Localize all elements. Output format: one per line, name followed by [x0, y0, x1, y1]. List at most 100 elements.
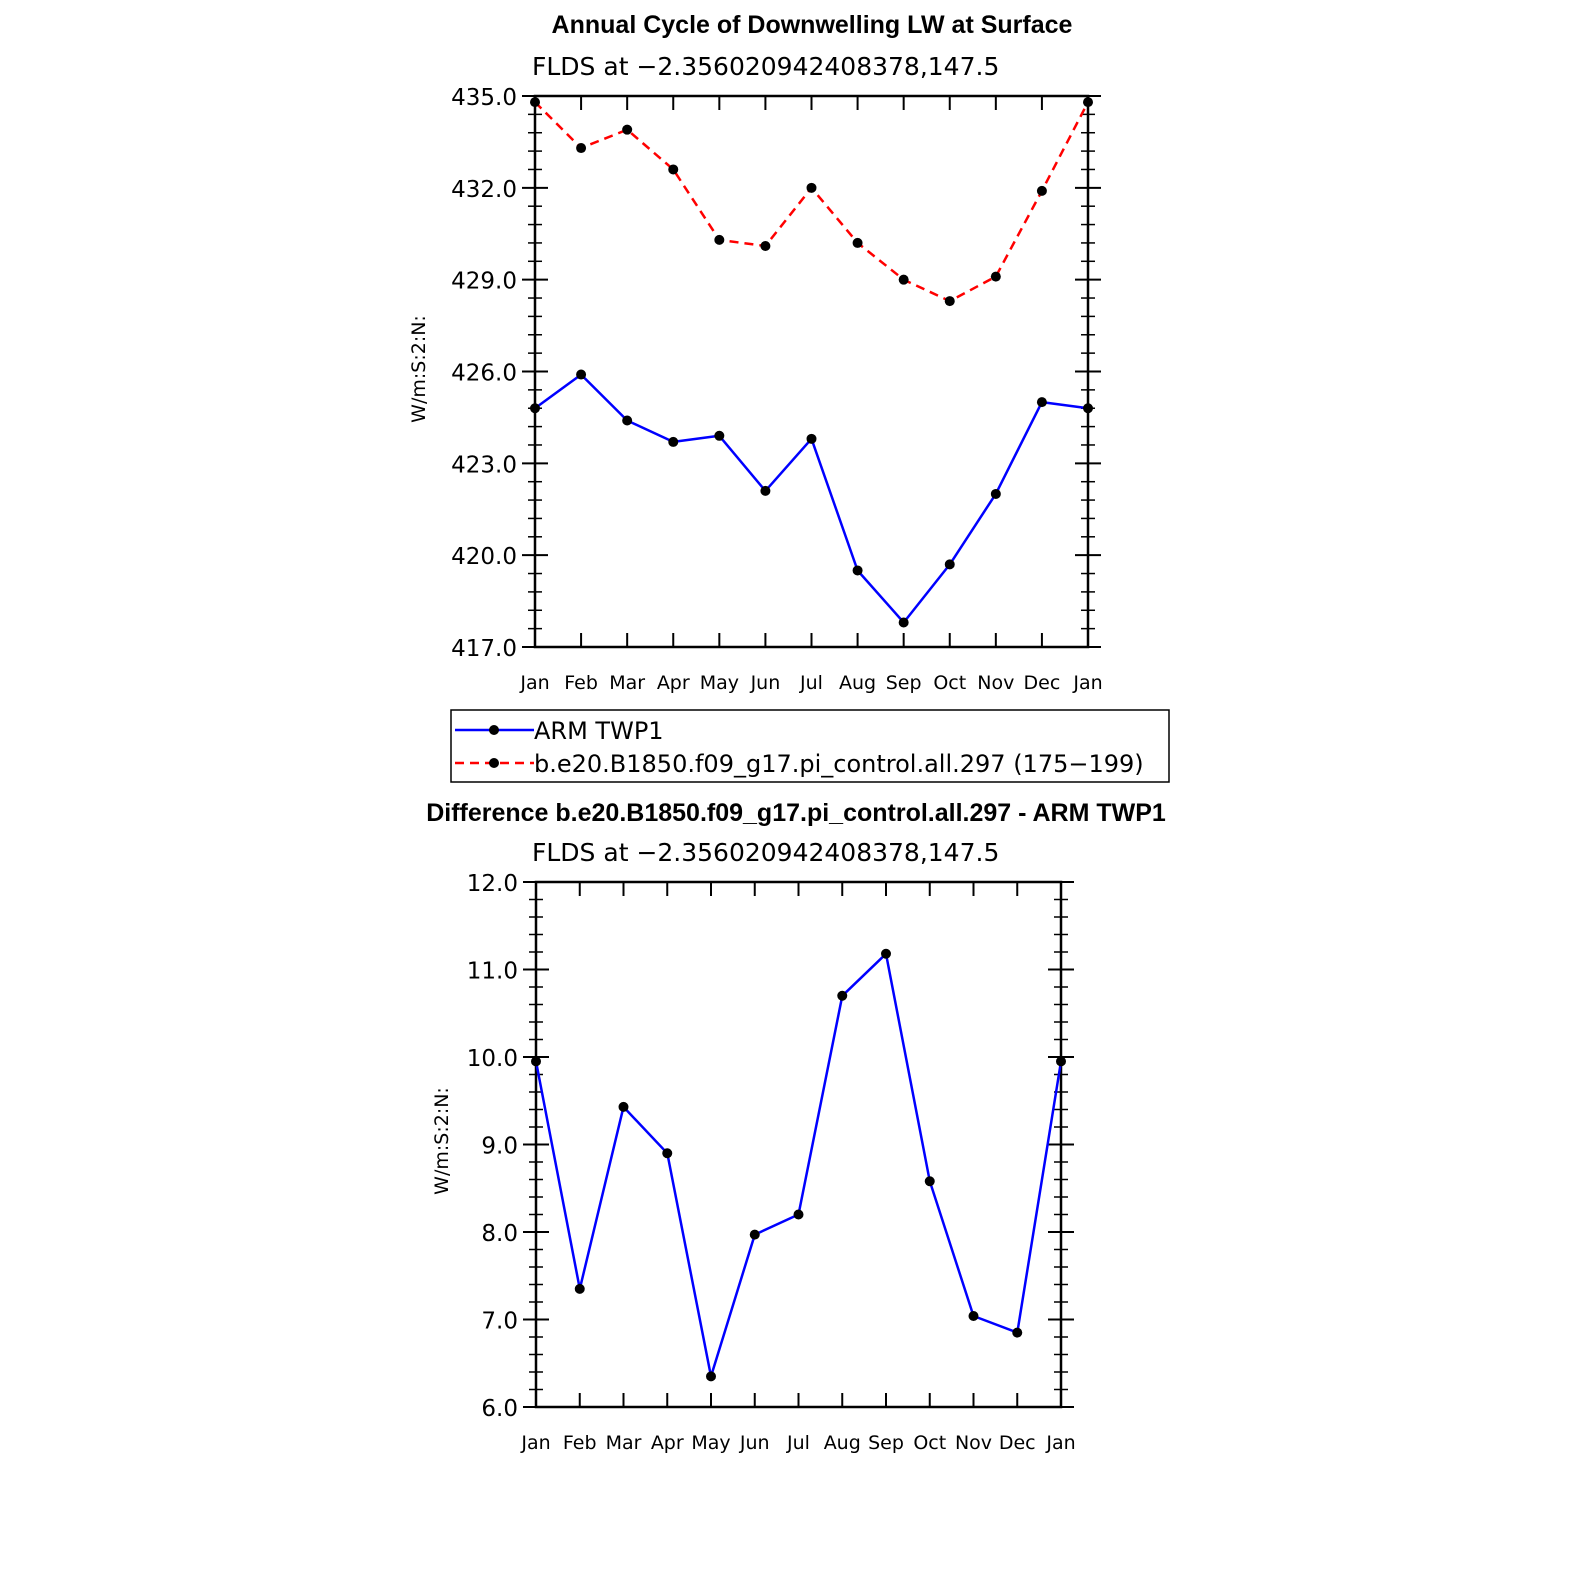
x-tick-label: Nov	[977, 672, 1014, 694]
x-tick-label: Oct	[933, 672, 966, 694]
axis-ticks	[523, 881, 1074, 1408]
data-point	[837, 990, 848, 1001]
data-point	[618, 1101, 629, 1112]
data-point	[662, 1148, 673, 1159]
chart-title: Annual Cycle of Downwelling LW at Surfac…	[552, 11, 1073, 39]
y-tick-label: 9.0	[481, 1134, 518, 1160]
data-point	[990, 271, 1001, 282]
x-tick-label: Jan	[520, 1432, 550, 1454]
data-point	[760, 485, 771, 496]
data-point	[944, 296, 955, 307]
x-tick-label: Sep	[868, 1432, 904, 1454]
data-point	[1056, 1056, 1066, 1067]
legend: ARM TWP1 b.e20.B1850.f09_g17.pi_control.…	[450, 709, 1170, 783]
x-tick-labels: Jan Feb Mar Apr May Jun Jul Aug Sep Oct Nov Dec Jan	[519, 672, 1102, 694]
y-tick-label: 432.0	[451, 177, 517, 203]
x-tick-label: Jan	[1072, 672, 1102, 694]
x-tick-label: Apr	[657, 672, 690, 694]
x-tick-label: Sep	[886, 672, 922, 694]
x-tick-label: May	[691, 1432, 730, 1454]
x-tick-label: Aug	[824, 1432, 861, 1454]
data-point	[806, 433, 817, 444]
x-tick-label: Mar	[606, 1432, 642, 1454]
y-tick-label: 6.0	[481, 1396, 518, 1422]
data-point	[530, 403, 540, 414]
y-tick-label: 10.0	[467, 1046, 518, 1072]
chart-subtitle: FLDS at −2.356020942408378,147.5	[532, 838, 999, 867]
data-point	[793, 1209, 804, 1220]
x-tick-label: Jun	[739, 1432, 770, 1454]
legend-marker-arm	[489, 725, 499, 735]
x-tick-label: Apr	[651, 1432, 684, 1454]
y-tick-label: 11.0	[467, 959, 518, 985]
data-point	[1012, 1327, 1023, 1338]
x-tick-labels: Jan Feb Mar Apr May Jun Jul Aug Sep Oct Nov Dec Jan	[520, 1432, 1075, 1454]
y-tick-labels: 6.0 7.0 8.0 9.0 10.0 11.0 12.0	[467, 871, 518, 1422]
legend-marker-model	[489, 758, 499, 768]
data-point	[852, 565, 863, 576]
y-axis-label: W/m:S:2:N:	[431, 1087, 453, 1195]
data-point	[898, 274, 909, 285]
series-line-0	[534, 952, 1063, 1378]
data-point	[622, 415, 633, 426]
data-point	[531, 1056, 541, 1067]
data-point	[1036, 397, 1047, 408]
data-point	[576, 143, 587, 154]
data-point	[576, 369, 587, 380]
data-point	[714, 234, 725, 245]
y-tick-label: 429.0	[451, 269, 517, 295]
data-point	[668, 164, 679, 175]
y-axis-label: W/m:S:2:N:	[408, 315, 430, 423]
data-point	[760, 240, 771, 251]
series-line-1	[534, 101, 1090, 303]
series-line-0	[534, 373, 1089, 624]
y-tick-label: 7.0	[481, 1309, 518, 1335]
x-tick-label: Jun	[750, 672, 781, 694]
data-point	[968, 1311, 979, 1321]
x-tick-label: Oct	[913, 1432, 946, 1454]
series-lines	[531, 948, 1066, 1382]
data-point	[749, 1229, 760, 1240]
data-point	[622, 124, 633, 135]
data-point	[1083, 97, 1093, 108]
series-lines	[530, 97, 1093, 628]
x-tick-label: Nov	[955, 1432, 992, 1454]
data-point	[1083, 403, 1093, 414]
data-point	[924, 1176, 935, 1187]
chart-title: Difference b.e20.B1850.f09_g17.pi_contro…	[426, 799, 1166, 827]
x-tick-label: May	[700, 672, 739, 694]
chart-subtitle: FLDS at −2.356020942408378,147.5	[532, 52, 999, 81]
data-point	[1036, 185, 1047, 196]
data-point	[990, 488, 1001, 499]
x-tick-label: Jan	[1045, 1432, 1075, 1454]
y-tick-label: 420.0	[451, 544, 517, 570]
data-point	[706, 1371, 716, 1382]
plot-border	[533, 94, 1090, 649]
y-tick-label: 423.0	[451, 452, 517, 478]
x-tick-label: Dec	[999, 1432, 1036, 1454]
x-tick-label: Feb	[564, 672, 598, 694]
data-point	[574, 1283, 585, 1294]
data-point	[806, 182, 817, 193]
y-tick-label: 8.0	[481, 1221, 518, 1247]
y-tick-label: 426.0	[451, 361, 517, 387]
y-tick-label: 435.0	[451, 85, 517, 111]
difference-chart: Difference b.e20.B1850.f09_g17.pi_contro…	[426, 799, 1166, 1454]
x-tick-label: Jul	[799, 672, 823, 694]
annual-cycle-chart: Annual Cycle of Downwelling LW at Surfac…	[408, 11, 1103, 694]
data-point	[852, 237, 863, 248]
legend-label-arm: ARM TWP1	[534, 717, 664, 745]
legend-box	[450, 709, 1170, 783]
data-point	[668, 436, 679, 447]
x-tick-label: Jan	[519, 672, 549, 694]
data-point	[881, 948, 891, 959]
data-point	[714, 430, 725, 441]
y-tick-labels: 417.0 420.0 423.0 426.0 429.0 432.0 435.0	[451, 85, 517, 662]
y-tick-label: 417.0	[451, 636, 517, 662]
x-tick-label: Mar	[609, 672, 645, 694]
data-point	[898, 617, 909, 628]
legend-label-model: b.e20.B1850.f09_g17.pi_control.all.297 (…	[534, 750, 1144, 778]
x-tick-label: Jul	[786, 1432, 810, 1454]
data-point	[530, 97, 540, 108]
